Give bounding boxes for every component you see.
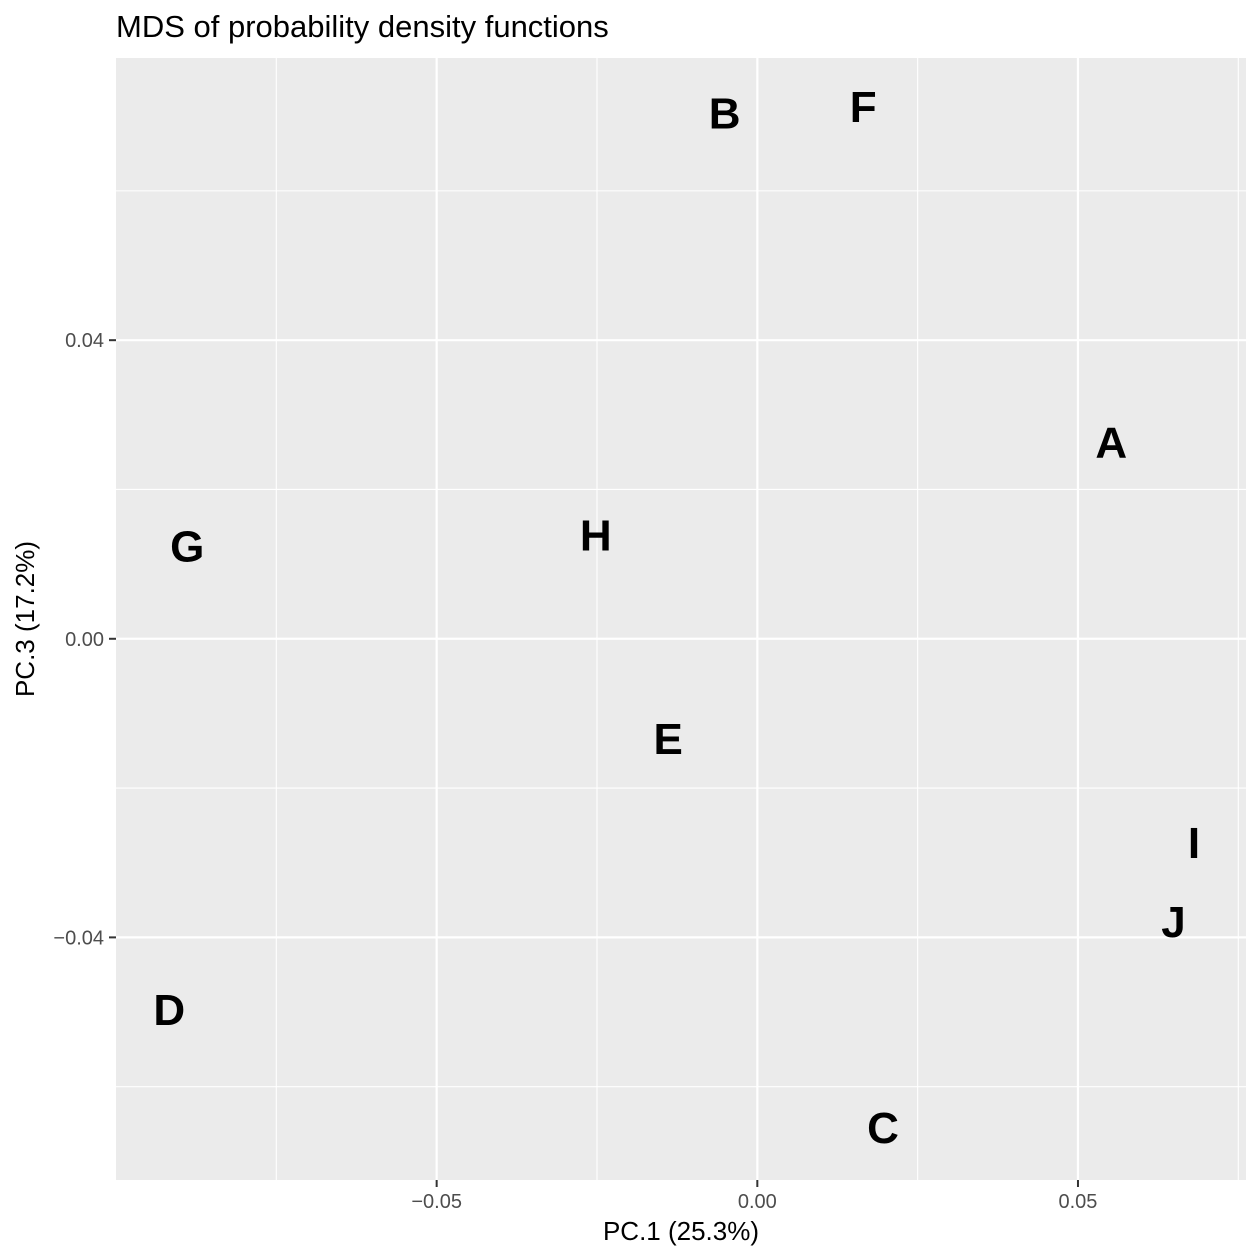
- y-tick-label: 0.04: [65, 330, 104, 352]
- point-label-j: J: [1161, 898, 1185, 947]
- x-tick-label: 0.05: [1059, 1191, 1098, 1213]
- x-tick-label: −0.05: [411, 1191, 462, 1213]
- point-label-h: H: [580, 511, 612, 560]
- point-label-f: F: [850, 83, 877, 132]
- point-label-e: E: [653, 715, 682, 764]
- plot-background: [116, 58, 1246, 1180]
- point-label-b: B: [709, 89, 741, 138]
- x-axis: −0.05 0.00 0.05: [411, 1180, 1097, 1213]
- plot-panel: A B C D E F G H IJ: [116, 58, 1246, 1180]
- point-label-c: C: [867, 1104, 899, 1153]
- x-axis-label: PC.1 (25.3%): [603, 1216, 759, 1246]
- y-axis-label: PC.3 (17.2%): [10, 541, 40, 697]
- minor-gridlines: [116, 58, 1246, 1180]
- point-labels: A B C D E F G H IJ: [153, 83, 1200, 1153]
- major-gridlines: [116, 58, 1246, 1180]
- point-label-i: I: [1188, 819, 1200, 868]
- point-label-d: D: [153, 986, 185, 1035]
- chart-title: MDS of probability density functions: [116, 9, 609, 44]
- x-tick-label: 0.00: [738, 1191, 777, 1213]
- point-label-g: G: [170, 522, 204, 571]
- y-tick-label: 0.00: [65, 629, 104, 651]
- y-tick-label: −0.04: [53, 927, 104, 949]
- y-axis: −0.04 0.00 0.04: [53, 330, 116, 949]
- point-label-a: A: [1095, 419, 1127, 468]
